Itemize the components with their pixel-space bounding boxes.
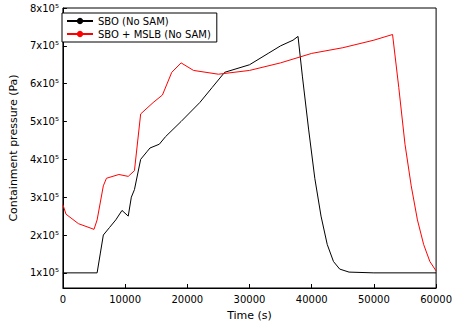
svg-text:6x10⁵: 6x10⁵: [30, 78, 59, 89]
svg-text:Time (s): Time (s): [226, 309, 272, 322]
svg-text:30000: 30000: [234, 294, 266, 305]
svg-text:7x10⁵: 7x10⁵: [30, 40, 59, 51]
svg-text:SBO + MSLB (No SAM): SBO + MSLB (No SAM): [98, 29, 211, 40]
svg-text:4x10⁵: 4x10⁵: [30, 154, 59, 165]
svg-text:3x10⁵: 3x10⁵: [30, 192, 59, 203]
svg-text:5x10⁵: 5x10⁵: [30, 116, 59, 127]
svg-text:2x10⁵: 2x10⁵: [30, 230, 59, 241]
svg-text:10000: 10000: [109, 294, 141, 305]
svg-text:8x10⁵: 8x10⁵: [30, 3, 59, 14]
svg-text:Containment pressure (Pa): Containment pressure (Pa): [7, 74, 20, 221]
svg-text:1x10⁵: 1x10⁵: [30, 267, 59, 278]
svg-text:40000: 40000: [296, 294, 328, 305]
svg-text:50000: 50000: [358, 294, 390, 305]
svg-text:20000: 20000: [171, 294, 203, 305]
svg-text:60000: 60000: [420, 294, 452, 305]
svg-text:0: 0: [60, 294, 66, 305]
svg-text:SBO (No SAM): SBO (No SAM): [98, 16, 169, 27]
